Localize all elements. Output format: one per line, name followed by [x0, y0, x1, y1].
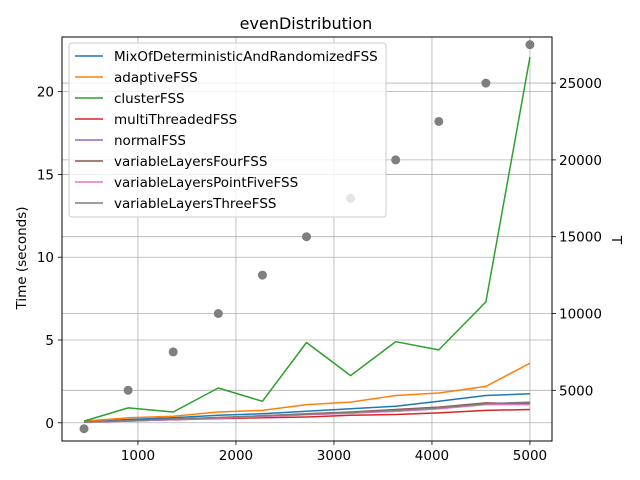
scatter-point	[525, 40, 535, 50]
series-line-7	[83, 401, 531, 423]
y2-tick-label: 10000	[559, 307, 602, 323]
x-tick-label: 1000	[121, 448, 155, 464]
x-tick-label: 4000	[415, 448, 449, 464]
legend-label: MixOfDeterministicAndRandomizedFSS	[114, 49, 378, 65]
scatter-point	[123, 385, 133, 395]
legend-label: adaptiveFSS	[114, 70, 198, 86]
y2-tick-label: 15000	[559, 230, 602, 246]
legend-label: variableLayersThreeFSS	[114, 196, 276, 212]
scatter-point	[79, 424, 89, 434]
series-line-2	[83, 56, 531, 422]
legend-label: variableLayersPointFiveFSS	[114, 175, 298, 191]
y-axis-label: Time (seconds)	[14, 206, 30, 310]
legend-label: clusterFSS	[114, 91, 185, 107]
scatter-point	[168, 347, 178, 357]
chart-title: evenDistribution	[240, 14, 373, 33]
legend-frame	[68, 42, 387, 218]
series-line-0	[83, 393, 531, 423]
x-tick-label: 3000	[317, 448, 351, 464]
legend-label: multiThreadedFSS	[114, 112, 237, 128]
y2-tick-label: 25000	[559, 76, 602, 92]
legend-label: variableLayersFourFSS	[114, 154, 267, 170]
scatter-point	[302, 232, 312, 242]
x-tick-label: 2000	[219, 448, 253, 464]
scatter-point	[257, 270, 267, 280]
scatter-point	[213, 309, 223, 319]
y-tick-label: 15	[37, 167, 54, 183]
y-tick-label: 5	[45, 333, 54, 349]
series-line-1	[83, 362, 531, 422]
axis-ticks: 1000 2000 3000 4000 5000 0 5 10 15 20 5000 10000 150…	[37, 76, 602, 464]
series-lines	[83, 56, 531, 423]
y-tick-label: 0	[45, 416, 54, 432]
plot-frame	[61, 36, 553, 442]
scatter-point	[391, 155, 401, 165]
x-tick-label: 5000	[513, 448, 547, 464]
y2-tick-label: 5000	[559, 383, 593, 399]
legend: MixOfDeterministicAndRandomizedFSS adapti…	[68, 42, 387, 218]
secondary-scatter	[79, 40, 535, 434]
scatter-point	[434, 116, 444, 126]
secondary-y-axis-label: T	[608, 235, 624, 245]
legend-label: normalFSS	[114, 133, 186, 149]
y-tick-label: 10	[37, 250, 54, 266]
y2-tick-label: 20000	[559, 153, 602, 169]
axes-spines	[61, 36, 553, 442]
y-tick-label: 20	[37, 85, 54, 101]
scatter-point	[481, 78, 491, 88]
